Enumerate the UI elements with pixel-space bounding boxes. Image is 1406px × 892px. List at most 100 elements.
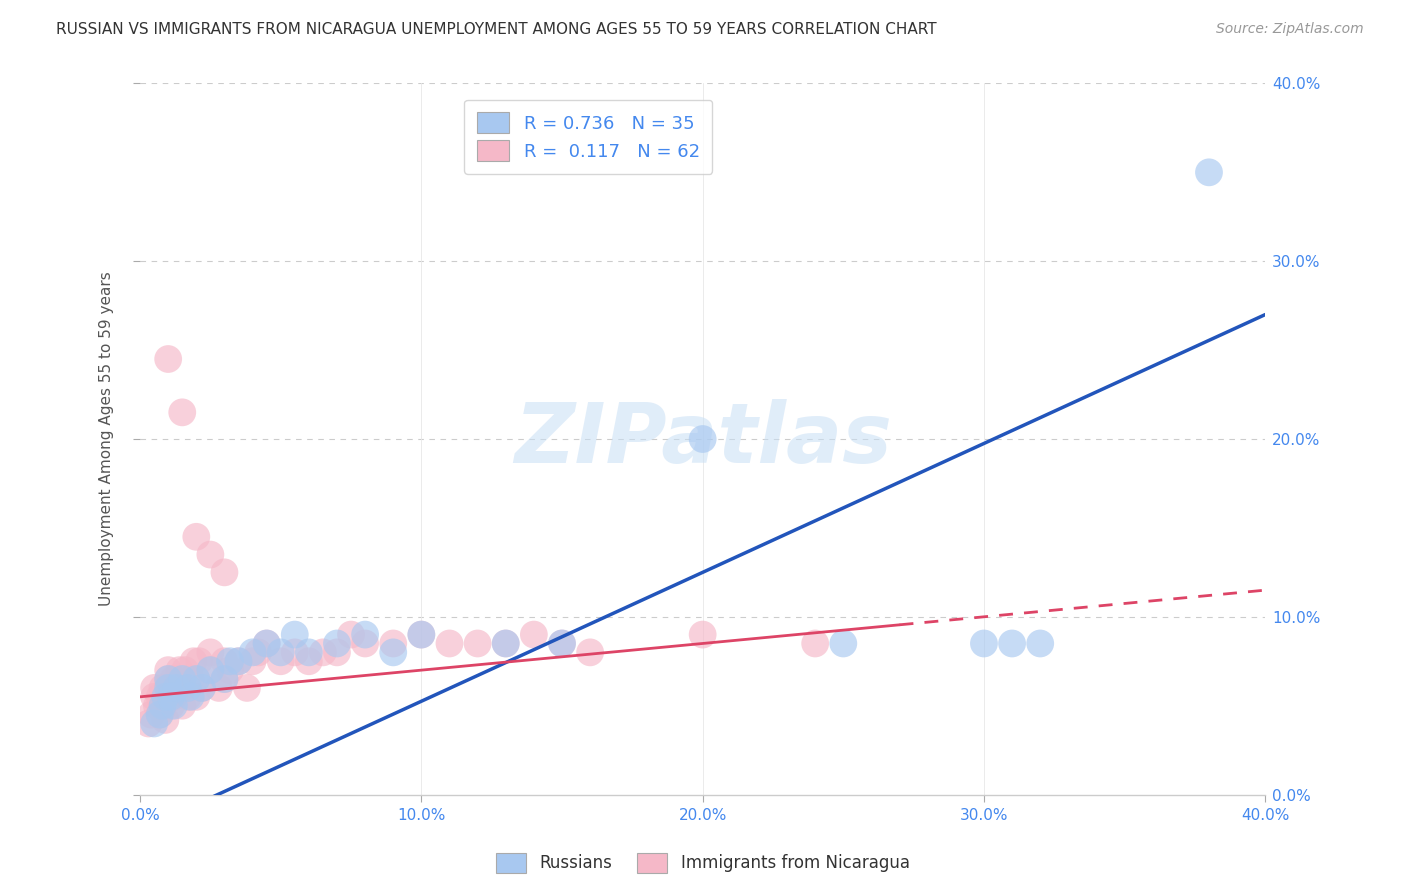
Point [183,654,205,668]
Point [354,636,377,650]
Point [411,627,433,641]
Point [326,636,349,650]
Point [247,645,270,659]
Point [177,690,200,704]
Text: ZIPatlas: ZIPatlas [513,399,891,480]
Point [804,636,827,650]
Point [188,654,211,668]
Point [143,716,166,731]
Point [270,654,292,668]
Point [256,636,278,650]
Point [298,645,321,659]
Point [284,645,307,659]
Point [152,702,174,716]
Point [149,707,172,722]
Point [180,690,202,704]
Legend: Russians, Immigrants from Nicaragua: Russians, Immigrants from Nicaragua [489,847,917,880]
Point [973,636,995,650]
Point [163,672,186,686]
Point [382,645,405,659]
Point [186,672,208,686]
Point [1029,636,1052,650]
Point [152,681,174,695]
Point [166,681,188,695]
Point [495,636,517,650]
Point [172,681,194,695]
Point [236,681,259,695]
Point [219,654,242,668]
Point [228,654,250,668]
Point [172,672,194,686]
Point [146,698,169,713]
Point [219,663,242,677]
Point [149,690,172,704]
Text: RUSSIAN VS IMMIGRANTS FROM NICARAGUA UNEMPLOYMENT AMONG AGES 55 TO 59 YEARS CORR: RUSSIAN VS IMMIGRANTS FROM NICARAGUA UNE… [56,22,936,37]
Point [186,530,208,544]
Point [495,636,517,650]
Point [172,698,194,713]
Point [155,693,177,707]
Point [214,672,236,686]
Point [152,698,174,713]
Y-axis label: Unemployment Among Ages 55 to 59 years: Unemployment Among Ages 55 to 59 years [100,272,114,607]
Point [439,636,461,650]
Point [523,627,546,641]
Point [200,645,222,659]
Point [157,351,180,366]
Point [138,716,160,731]
Point [340,627,363,641]
Point [157,672,180,686]
Point [551,636,574,650]
Point [208,681,231,695]
Point [180,672,202,686]
Text: Source: ZipAtlas.com: Source: ZipAtlas.com [1216,22,1364,37]
Point [551,636,574,650]
Point [160,698,183,713]
Point [214,566,236,580]
Point [157,672,180,686]
Point [149,707,172,722]
Point [411,627,433,641]
Point [200,548,222,562]
Point [382,636,405,650]
Point [155,690,177,704]
Point [191,681,214,695]
Point [284,627,307,641]
Point [143,690,166,704]
Legend: R = 0.736   N = 35, R =  0.117   N = 62: R = 0.736 N = 35, R = 0.117 N = 62 [464,100,713,174]
Point [157,681,180,695]
Point [200,663,222,677]
Point [172,405,194,419]
Point [166,681,188,695]
Point [242,654,264,668]
Point [1198,165,1220,179]
Point [163,698,186,713]
Point [298,654,321,668]
Point [228,654,250,668]
Point [157,681,180,695]
Point [326,645,349,659]
Point [312,645,335,659]
Point [163,690,186,704]
Point [169,663,191,677]
Point [160,690,183,704]
Point [579,645,602,659]
Point [143,681,166,695]
Point [191,681,214,695]
Point [692,627,714,641]
Point [270,645,292,659]
Point [214,672,236,686]
Point [832,636,855,650]
Point [186,690,208,704]
Point [157,663,180,677]
Point [174,663,197,677]
Point [200,663,222,677]
Point [155,713,177,727]
Point [467,636,489,650]
Point [177,681,200,695]
Point [354,627,377,641]
Point [692,432,714,446]
Point [186,672,208,686]
Point [256,636,278,650]
Point [214,654,236,668]
